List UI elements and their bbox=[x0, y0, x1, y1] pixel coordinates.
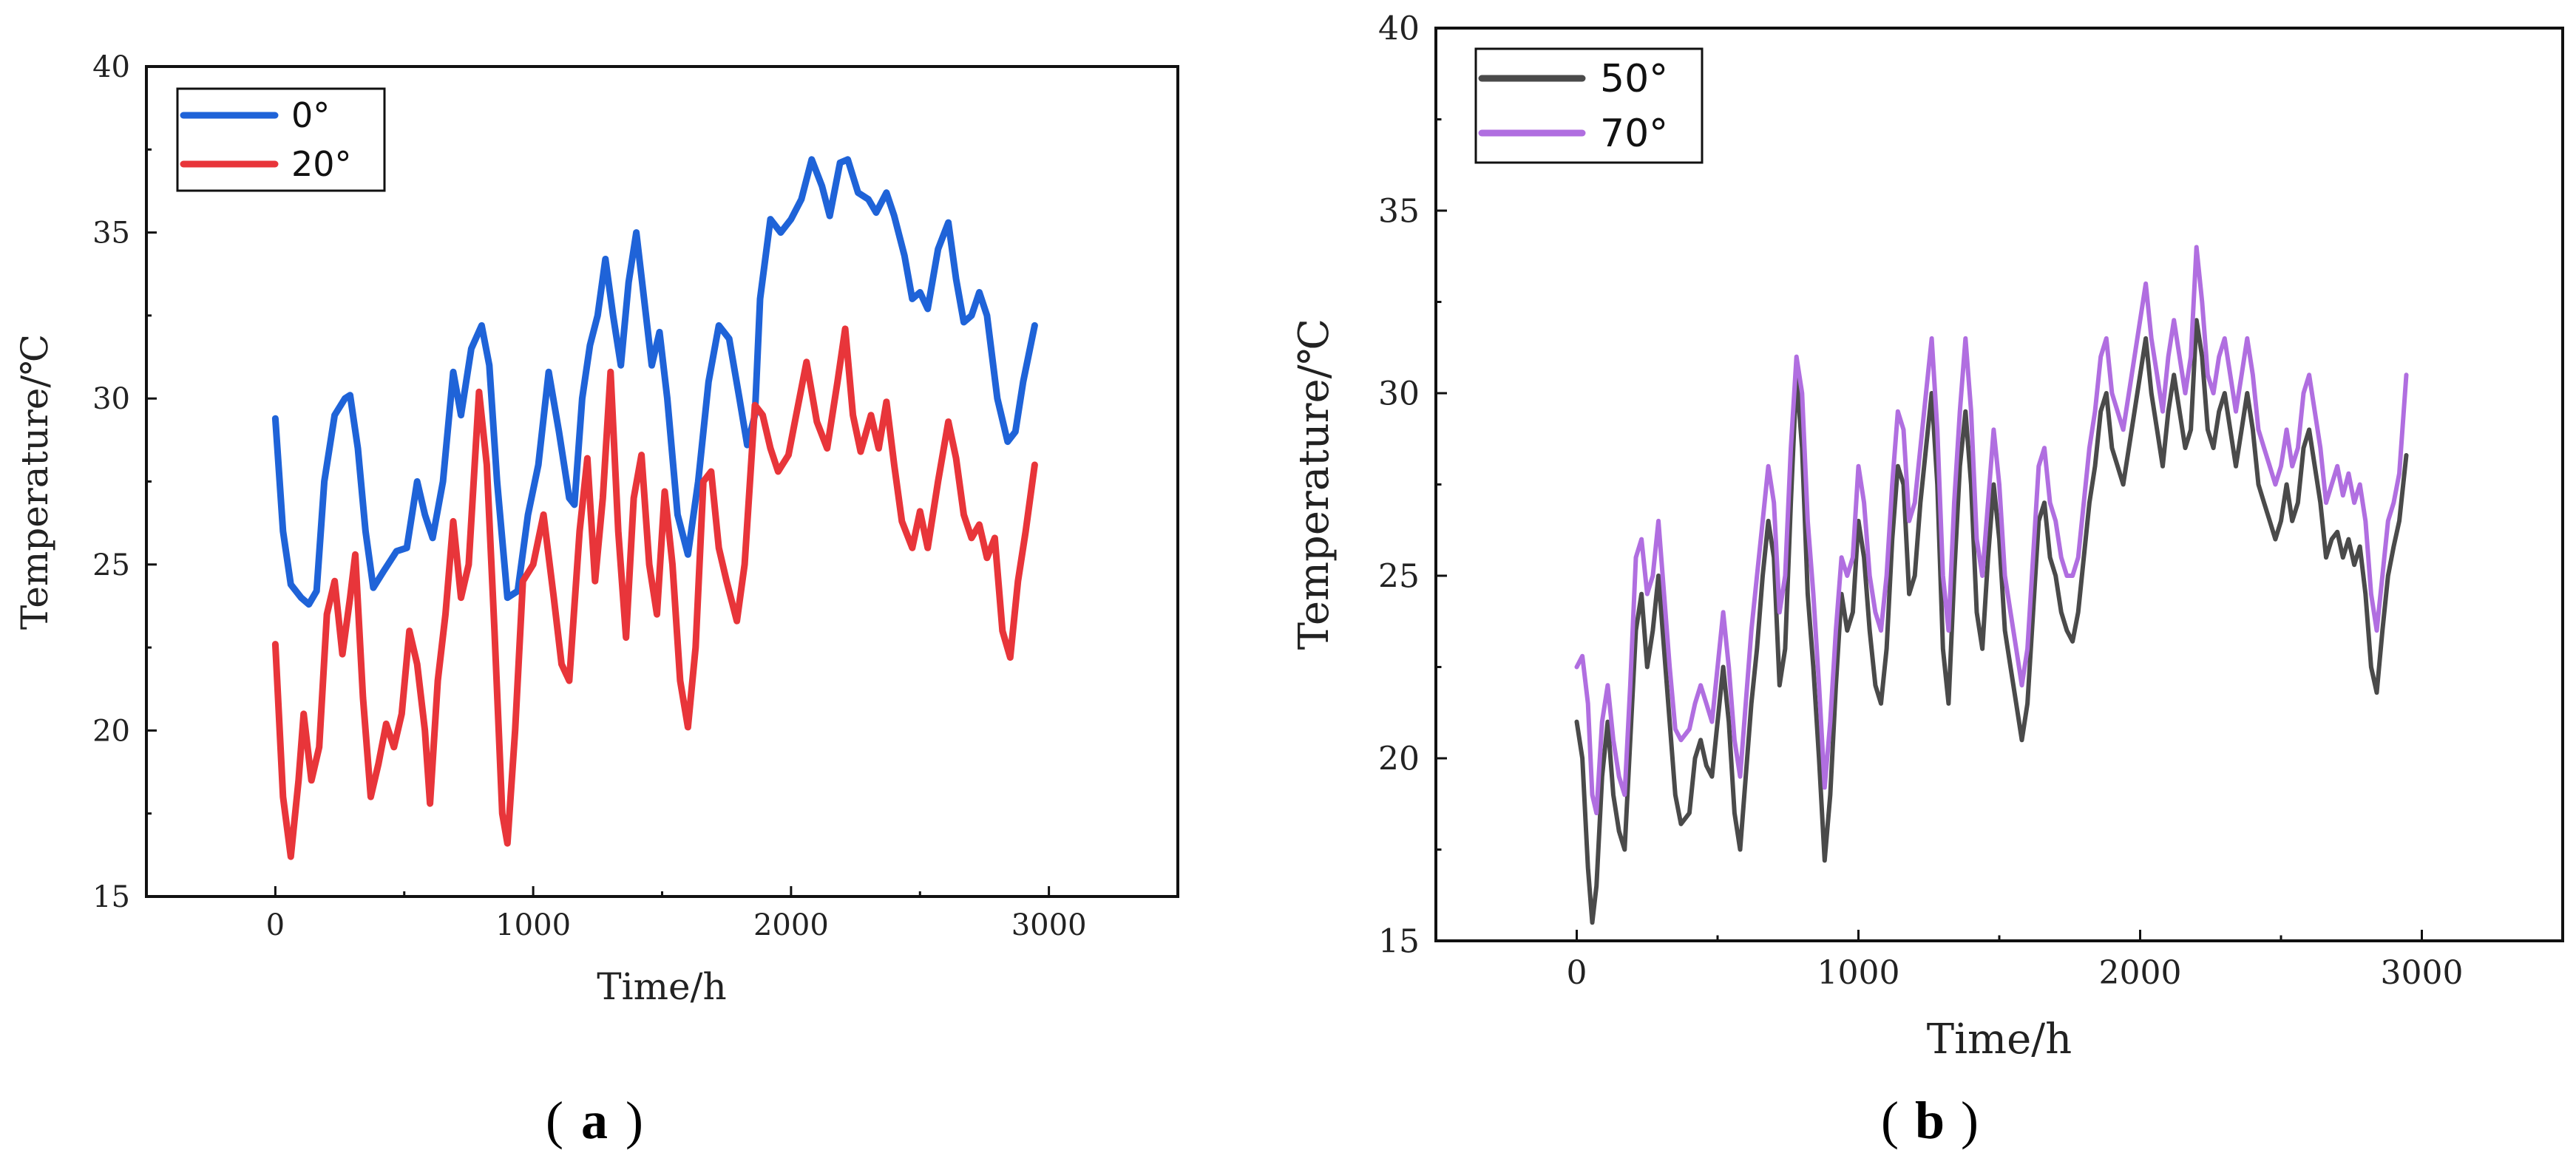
svg-text:(: ( bbox=[1881, 1091, 1899, 1150]
caption-b-letter: b bbox=[1915, 1091, 1945, 1150]
chart-a-series-0-line bbox=[271, 156, 1038, 608]
chart-b-xtick-label-2: 2000 bbox=[2099, 954, 2182, 992]
caption-a-letter: a bbox=[581, 1091, 608, 1150]
chart-b-legend-label-0: 50° bbox=[1600, 57, 1668, 101]
chart-b: 0 1000 2000 3000 15 20 25 30 35 40 50° 70° Time/h… bbox=[1290, 10, 2564, 1064]
chart-b-ytick-label-4: 35 bbox=[1378, 192, 1420, 230]
chart-a-legend-label-0: 0° bbox=[291, 95, 330, 135]
chart-b-ytick-label-3: 30 bbox=[1378, 375, 1420, 412]
chart-a-xlabel: Time/h bbox=[597, 965, 726, 1008]
chart-b-xtick-label-3: 3000 bbox=[2381, 954, 2464, 992]
chart-b-ylabel: Temperature/℃ bbox=[1290, 319, 1338, 650]
chart-b-ytick-label-5: 40 bbox=[1378, 10, 1420, 47]
chart-b-ticks: 0 1000 2000 3000 15 20 25 30 35 40 bbox=[1378, 10, 2463, 992]
chart-a-xtick-label-2: 2000 bbox=[753, 908, 829, 942]
chart-a-ytick-label-5: 40 bbox=[92, 50, 130, 84]
chart-a-legend-label-1: 20° bbox=[291, 144, 352, 184]
svg-text:(: ( bbox=[546, 1091, 563, 1150]
chart-a-ytick-label-1: 20 bbox=[92, 714, 130, 748]
chart-a-legend-box bbox=[176, 87, 386, 192]
caption-a: ( a ) bbox=[546, 1091, 643, 1150]
chart-a-legend: 0° 20° bbox=[176, 87, 386, 192]
chart-b-ytick-label-2: 25 bbox=[1378, 557, 1420, 595]
chart-a-xtick-label-0: 0 bbox=[266, 908, 285, 942]
chart-a-xtick-label-1: 1000 bbox=[495, 908, 571, 942]
chart-a-ytick-label-2: 25 bbox=[92, 548, 130, 582]
svg-text:): ) bbox=[626, 1091, 643, 1150]
chart-b-lines bbox=[1574, 245, 2409, 925]
chart-a-lines bbox=[271, 156, 1038, 860]
chart-a-ticks: 0 1000 2000 3000 15 20 25 30 35 40 bbox=[92, 50, 1086, 942]
chart-b-series-0-line bbox=[1574, 318, 2409, 925]
chart-b-series-1-line bbox=[1574, 245, 2409, 816]
chart-b-legend-label-1: 70° bbox=[1600, 112, 1668, 156]
chart-a-ytick-label-3: 30 bbox=[92, 382, 130, 416]
chart-a-series-1-line bbox=[271, 325, 1038, 860]
chart-b-legend: 50° 70° bbox=[1474, 47, 1704, 164]
chart-b-xtick-label-0: 0 bbox=[1567, 954, 1587, 992]
chart-b-xtick-label-1: 1000 bbox=[1817, 954, 1900, 992]
caption-b: ( b ) bbox=[1881, 1091, 1979, 1150]
chart-a-xtick-label-3: 3000 bbox=[1011, 908, 1087, 942]
chart-a-ytick-label-0: 15 bbox=[92, 880, 130, 914]
chart-a-ytick-label-4: 35 bbox=[92, 217, 130, 251]
chart-b-ytick-label-0: 15 bbox=[1378, 922, 1420, 960]
chart-b-legend-box bbox=[1474, 47, 1704, 164]
chart-a-ylabel: Temperature/℃ bbox=[13, 334, 56, 630]
chart-b-ytick-label-1: 20 bbox=[1378, 740, 1420, 778]
chart-b-xlabel: Time/h bbox=[1927, 1015, 2072, 1064]
svg-text:): ) bbox=[1961, 1091, 1979, 1150]
